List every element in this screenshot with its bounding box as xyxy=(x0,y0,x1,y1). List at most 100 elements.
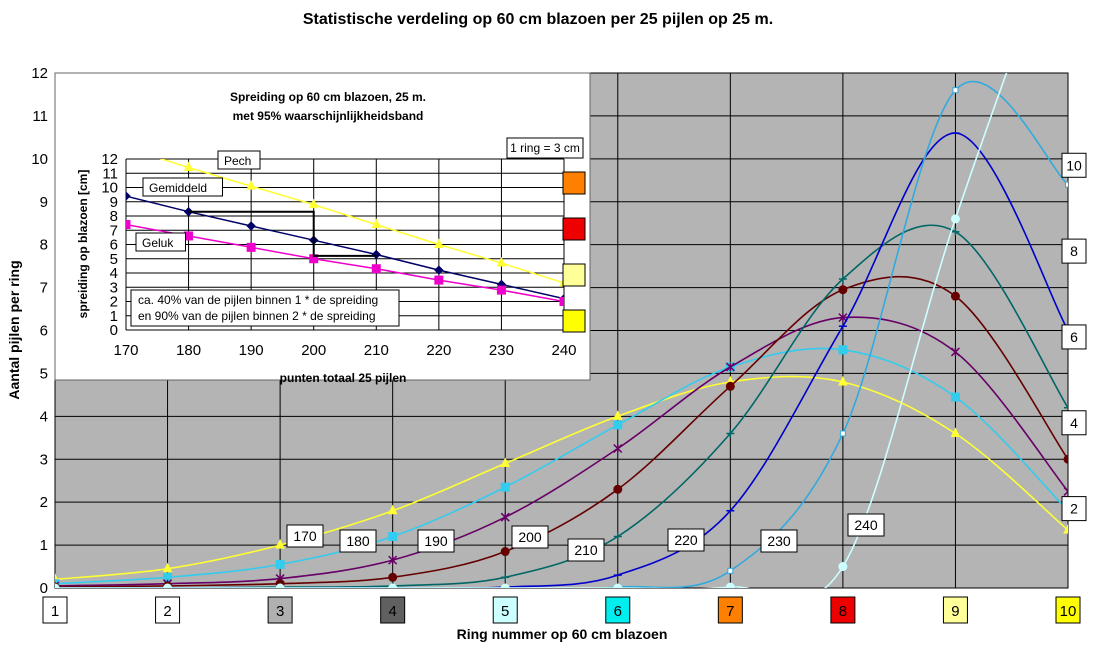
y-tick-label: 11 xyxy=(32,108,48,125)
y-tick-label: 4 xyxy=(40,408,48,425)
point-180 xyxy=(950,392,960,402)
point-190-b xyxy=(1063,490,1068,496)
y-tick-label: 1 xyxy=(40,537,48,554)
y-axis-title: Aantal pijlen per ring xyxy=(6,260,22,399)
annotation-label: 230 xyxy=(767,533,791,549)
point-240 xyxy=(275,583,285,588)
annotation-box xyxy=(339,529,377,553)
inset-note-line1: ca. 40% van de pijlen binnen 1 * de spre… xyxy=(138,293,378,307)
y-tick-label: 5 xyxy=(40,365,48,382)
inset-series xyxy=(126,159,564,306)
annotation-label: 190 xyxy=(424,533,448,549)
inset-point-Gemiddeld xyxy=(126,191,131,201)
inset-x-tick-label: 210 xyxy=(364,342,389,359)
point-190 xyxy=(1063,486,1068,493)
inset-x-tick-label: 170 xyxy=(113,342,138,359)
y-tick-label: 9 xyxy=(40,194,48,211)
inset-y-tick-label: 12 xyxy=(101,151,118,168)
right-label-box xyxy=(1061,496,1087,522)
inset-series-label-box xyxy=(135,232,186,252)
inset-point-Geluk xyxy=(126,220,131,230)
x-tick-label: 8 xyxy=(839,603,847,620)
x-tick-label: 6 xyxy=(614,603,622,620)
point-200 xyxy=(838,285,848,295)
inset-point-Pech xyxy=(308,198,319,209)
series-line-200 xyxy=(55,275,1068,588)
inset-note-line2: en 90% van de pijlen binnen 2 * de sprei… xyxy=(138,309,376,323)
annotation-box xyxy=(511,525,549,549)
inset-y-tick-label: 8 xyxy=(110,208,118,225)
right-label: 2 xyxy=(1070,501,1078,517)
inset-x-tick-label: 180 xyxy=(176,342,201,359)
inset-ring-box xyxy=(562,171,586,195)
annotation-label: 170 xyxy=(293,528,317,544)
point-230 xyxy=(727,567,734,574)
y-tick-label: 0 xyxy=(40,580,48,597)
inset-point-Geluk xyxy=(496,285,506,295)
ring-box-6 xyxy=(605,596,631,624)
point-240 xyxy=(838,562,848,572)
inset-y-title: spreiding op blazoen [cm] xyxy=(76,170,90,319)
ring-box-9 xyxy=(942,596,968,624)
point-190-b xyxy=(55,581,60,587)
right-label: 10 xyxy=(1066,157,1082,173)
y-tick-label: 8 xyxy=(40,237,48,254)
point-170 xyxy=(838,375,848,386)
point-170 xyxy=(612,410,623,420)
x-axis-title: Ring nummer op 60 cm blazoen xyxy=(457,626,668,642)
inset-point-Pech xyxy=(371,218,382,229)
x-tick-label: 1 xyxy=(51,603,59,620)
series-layer xyxy=(55,73,1068,588)
point-240 xyxy=(163,583,173,588)
x-tick-label: 4 xyxy=(388,603,396,620)
x-tick-label: 10 xyxy=(1060,603,1077,620)
inset-series-label: Pech xyxy=(224,154,251,168)
inset-x-tick-label: 200 xyxy=(301,342,326,359)
inset-x-title: punten totaal 25 pijlen xyxy=(280,371,407,385)
point-240 xyxy=(55,583,60,588)
point-230 xyxy=(952,87,959,94)
point-200 xyxy=(500,547,510,557)
x-tick-label: 3 xyxy=(276,603,284,620)
right-label-box xyxy=(1061,324,1087,350)
series-line-170 xyxy=(55,375,1068,581)
point-240 xyxy=(950,214,960,224)
annotation-label: 180 xyxy=(346,533,370,549)
inset-bracket xyxy=(188,210,377,257)
inset-subtitle: met 95% waarschijnlijkheidsband xyxy=(233,109,424,123)
point-170 xyxy=(162,562,173,573)
inset-background xyxy=(54,72,591,381)
annotation-box xyxy=(567,538,605,562)
ring-box-5 xyxy=(492,596,518,624)
right-label-box xyxy=(1061,238,1087,264)
point-240 xyxy=(388,583,398,588)
inset-point-Pech xyxy=(434,238,444,248)
inset-y-tick-label: 11 xyxy=(102,165,118,182)
point-180 xyxy=(500,482,510,492)
inset-point-Geluk xyxy=(246,242,256,252)
point-230 xyxy=(839,430,846,437)
inset-series-label-box xyxy=(217,150,261,170)
inset-y-tick-label: 4 xyxy=(110,265,118,282)
inset-ring-box xyxy=(562,263,586,287)
inset-series-label: Gemiddeld xyxy=(149,181,207,195)
annotation-label: 220 xyxy=(674,532,698,548)
ring-note: 1 ring = 3 cm xyxy=(510,141,580,155)
right-label: 4 xyxy=(1070,415,1078,431)
inset-series-label: Geluk xyxy=(142,236,174,250)
point-240 xyxy=(613,583,623,588)
x-tick-label: 9 xyxy=(951,603,959,620)
point-200 xyxy=(613,484,623,494)
x-tick-label: 7 xyxy=(726,603,734,620)
point-170 xyxy=(275,538,285,549)
inset-y-tick-label: 3 xyxy=(110,279,118,296)
annotation-box xyxy=(667,528,705,552)
point-180 xyxy=(613,420,623,430)
annotation-box xyxy=(847,513,885,537)
category-boxes: 1 2 3 4 5 6 7 8 9 10 xyxy=(42,596,1081,624)
point-200 xyxy=(725,381,735,391)
inset-y-tick-label: 10 xyxy=(101,180,118,197)
annotation-box xyxy=(286,524,324,548)
